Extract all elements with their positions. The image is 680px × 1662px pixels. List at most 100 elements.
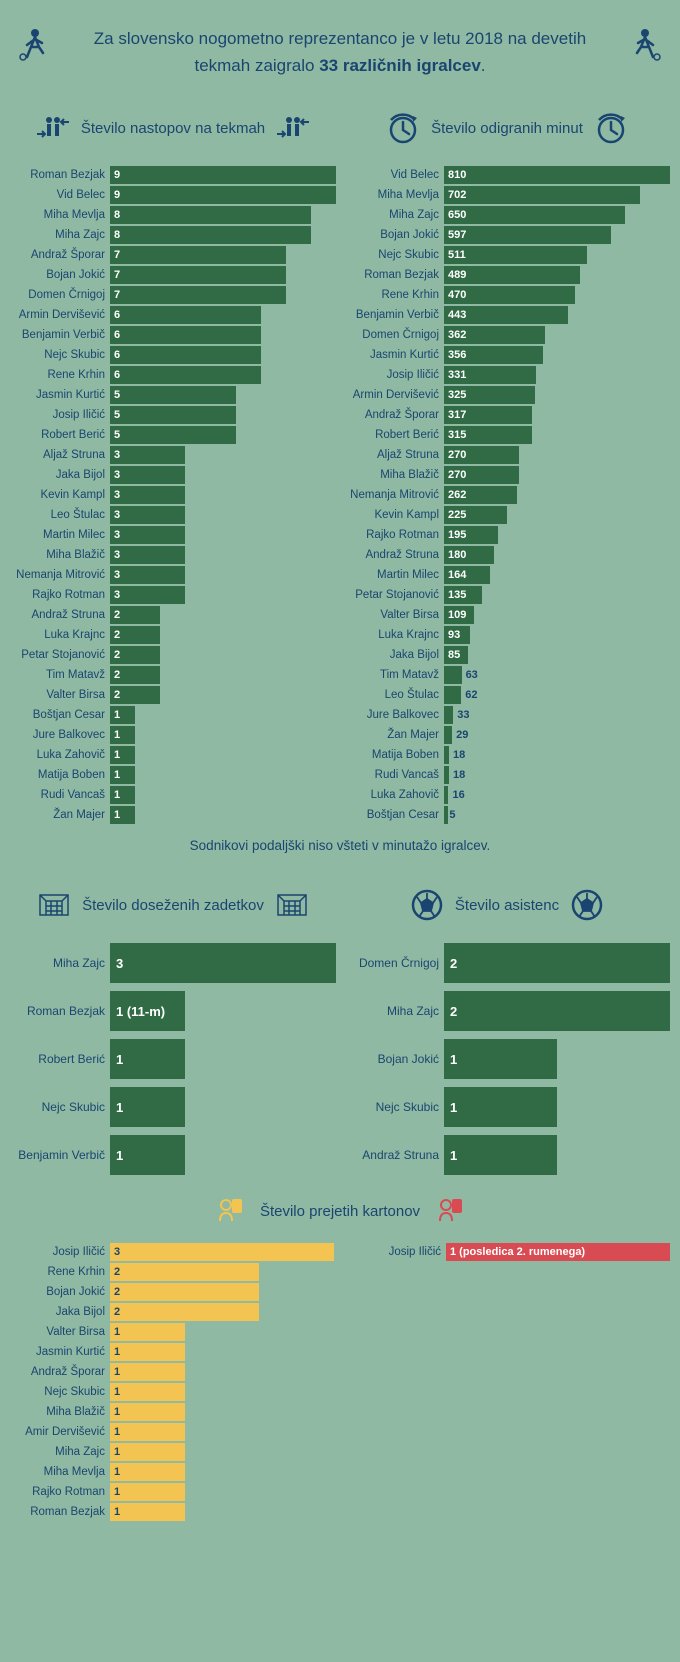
bar-row: Matija Boben18	[344, 746, 670, 764]
bar-track: 3	[110, 586, 336, 604]
bar-label: Jaka Bijol	[10, 1306, 110, 1318]
bar-row: Leo Štulac62	[344, 686, 670, 704]
bar-track: 1	[110, 746, 336, 764]
bar-label: Jure Balkovec	[344, 709, 444, 721]
bar-track: 7	[110, 286, 336, 304]
bar-track: 270	[444, 466, 670, 484]
bar-track: 2	[110, 666, 336, 684]
bar-track: 1	[110, 1383, 334, 1401]
bar-label: Miha Blažič	[10, 549, 110, 561]
bar-track: 3	[110, 506, 336, 524]
bar-fill: 3	[110, 506, 185, 524]
bar-track: 1	[110, 1483, 334, 1501]
bar-row: Kevin Kampl3	[10, 486, 336, 504]
bar-label: Bojan Jokić	[10, 1286, 110, 1298]
bar-row: Valter Birsa109	[344, 606, 670, 624]
bar-label: Nejc Skubic	[10, 349, 110, 361]
bar-track: 489	[444, 266, 670, 284]
soccer-player-icon	[15, 25, 55, 65]
bar-label: Jasmin Kurtić	[10, 1346, 110, 1358]
bar-track: 6	[110, 346, 336, 364]
bar-label: Miha Mevlja	[10, 209, 110, 221]
bar-row: Miha Zajc3	[10, 943, 336, 983]
bar-fill: 2	[110, 666, 160, 684]
bar-row: Martin Milec164	[344, 566, 670, 584]
bar-track: 195	[444, 526, 670, 544]
ball-icon	[569, 887, 605, 923]
bar-row: Jaka Bijol85	[344, 646, 670, 664]
bar-track: 93	[444, 626, 670, 644]
bar-label: Jure Balkovec	[10, 729, 110, 741]
chart-title: Število nastopov na tekmah	[81, 119, 265, 139]
bar-row: Jaka Bijol3	[10, 466, 336, 484]
bar-fill: 2	[110, 1303, 259, 1321]
bar-label: Benjamin Verbič	[10, 1148, 110, 1162]
bar-label: Josip Iličić	[346, 1246, 446, 1258]
bar-row: Miha Zajc2	[344, 991, 670, 1031]
bar-fill: 810	[444, 166, 670, 184]
bar-fill: 109	[444, 606, 474, 624]
bar-row: Miha Mevlja1	[10, 1463, 334, 1481]
bar-track: 2	[110, 1303, 334, 1321]
bar-track: 650	[444, 206, 670, 224]
appearances-bars: Roman Bezjak9Vid Belec9Miha Mevlja8Miha …	[10, 166, 336, 826]
bar-label: Matija Boben	[10, 769, 110, 781]
bar-row: Valter Birsa2	[10, 686, 336, 704]
bar-label: Andraž Struna	[344, 549, 444, 561]
bar-row: Robert Berić5	[10, 426, 336, 444]
bar-track: 2	[110, 686, 336, 704]
header-line2: tekmah zaigralo 33 različnih igralcev.	[60, 52, 620, 79]
bar-row: Miha Mevlja8	[10, 206, 336, 224]
bar-fill: 2	[444, 991, 670, 1031]
bar-label: Kevin Kampl	[344, 509, 444, 521]
bar-track: 2	[110, 1263, 334, 1281]
bar-fill: 8	[110, 226, 311, 244]
bar-label: Robert Berić	[10, 429, 110, 441]
bar-label: Rajko Rotman	[344, 529, 444, 541]
bar-label: Miha Blažič	[344, 469, 444, 481]
bar-label: Miha Mevlja	[344, 189, 444, 201]
bar-fill: 1	[110, 1135, 185, 1175]
bar-label: Amir Dervišević	[10, 1426, 110, 1438]
bar-track: 6	[110, 326, 336, 344]
bar-label: Domen Črnigoj	[344, 956, 444, 970]
bar-track: 1	[110, 1443, 334, 1461]
bar-label: Nemanja Mitrović	[10, 569, 110, 581]
bar-value: 18	[449, 746, 465, 764]
chart-header: Število nastopov na tekmah	[10, 104, 336, 152]
bar-row: Roman Bezjak9	[10, 166, 336, 184]
bar-track: 8	[110, 226, 336, 244]
bar-row: Roman Bezjak1	[10, 1503, 334, 1521]
bar-track: 2	[110, 1283, 334, 1301]
bar-row: Nejc Skubic511	[344, 246, 670, 264]
bar-track: 443	[444, 306, 670, 324]
bar-track: 8	[110, 206, 336, 224]
bar-label: Bojan Jokić	[344, 229, 444, 241]
bar-fill: 225	[444, 506, 507, 524]
bar-track: 356	[444, 346, 670, 364]
bar-row: Žan Majer29	[344, 726, 670, 744]
bar-row: Domen Črnigoj362	[344, 326, 670, 344]
bar-fill: 2	[110, 1283, 259, 1301]
bar-label: Andraž Šporar	[10, 249, 110, 261]
bar-row: Leo Štulac3	[10, 506, 336, 524]
bar-label: Petar Stojanović	[344, 589, 444, 601]
bar-track: 9	[110, 166, 336, 184]
bar-track: 1	[110, 786, 336, 804]
bar-row: Miha Zajc8	[10, 226, 336, 244]
goals-chart: Število doseženih zadetkov Miha Zajc3Rom…	[10, 881, 336, 1183]
bar-fill	[444, 686, 461, 704]
bar-label: Armin Dervišević	[344, 389, 444, 401]
bar-fill: 702	[444, 186, 640, 204]
bar-row: Rajko Rotman1	[10, 1483, 334, 1501]
bar-fill: 1 (11-m)	[110, 991, 185, 1031]
chart-header: Število odigranih minut	[344, 104, 670, 152]
bar-fill: 135	[444, 586, 482, 604]
bar-fill: 317	[444, 406, 532, 424]
bar-fill: 1	[110, 746, 135, 764]
bar-row: Domen Črnigoj7	[10, 286, 336, 304]
bar-label: Benjamin Verbič	[344, 309, 444, 321]
bar-row: Andraž Šporar7	[10, 246, 336, 264]
bar-label: Leo Štulac	[10, 509, 110, 521]
bar-row: Jasmin Kurtić5	[10, 386, 336, 404]
